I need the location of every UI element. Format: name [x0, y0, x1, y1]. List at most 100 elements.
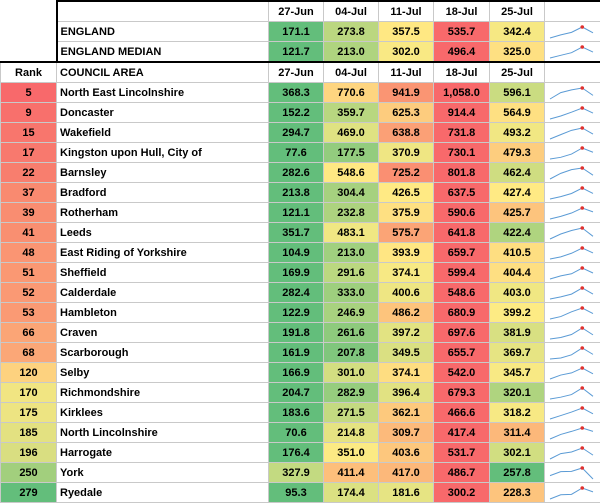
value-cell: 357.5	[379, 22, 434, 42]
value-cell: 396.4	[379, 383, 434, 403]
value-cell: 486.7	[434, 463, 490, 483]
value-cell: 659.7	[434, 243, 490, 263]
blank-cell	[1, 22, 57, 42]
value-cell: 174.4	[324, 483, 379, 503]
council-name: Harrogate	[57, 443, 269, 463]
value-cell: 282.6	[269, 163, 324, 183]
week-header: 25-Jul	[490, 1, 545, 22]
value-cell: 318.2	[490, 403, 545, 423]
council-area-header: COUNCIL AREA	[57, 62, 269, 83]
sparkline-path	[550, 168, 593, 179]
value-cell: 345.7	[490, 363, 545, 383]
sparkline-max-marker	[580, 86, 584, 90]
value-cell: 426.5	[379, 183, 434, 203]
sparkline-path	[550, 248, 593, 259]
sparkline-max-marker	[580, 406, 584, 410]
value-cell: 625.3	[379, 103, 434, 123]
value-cell: 169.9	[269, 263, 324, 283]
value-cell: 282.9	[324, 383, 379, 403]
sparkline	[545, 264, 598, 282]
value-cell: 680.9	[434, 303, 490, 323]
sparkline-path	[550, 228, 593, 239]
rank-cell: 250	[1, 463, 57, 483]
value-cell: 257.8	[490, 463, 545, 483]
rank-cell: 279	[1, 483, 57, 503]
sparkline	[545, 144, 598, 162]
value-cell: 95.3	[269, 483, 324, 503]
value-cell: 152.2	[269, 103, 324, 123]
sparkline-max-marker	[580, 486, 584, 490]
week-header: 18-Jul	[434, 1, 490, 22]
week-header: 27-Jun	[269, 62, 324, 83]
council-name: Leeds	[57, 223, 269, 243]
value-cell: 309.7	[379, 423, 434, 443]
value-cell: 403.0	[490, 283, 545, 303]
sparkline-path	[550, 128, 593, 139]
sparkline-header	[545, 1, 600, 22]
value-cell: 770.6	[324, 83, 379, 103]
sparkline-max-marker	[580, 326, 584, 330]
sparkline	[545, 364, 598, 382]
blank-cell	[1, 1, 57, 22]
sparkline-max-marker	[580, 126, 584, 130]
value-cell: 294.7	[269, 123, 324, 143]
sparkline-path	[550, 408, 593, 419]
value-cell: 166.9	[269, 363, 324, 383]
rank-cell: 5	[1, 83, 57, 103]
value-cell: 410.5	[490, 243, 545, 263]
rank-cell: 185	[1, 423, 57, 443]
value-cell: 122.9	[269, 303, 324, 323]
rank-cell: 175	[1, 403, 57, 423]
sparkline-max-marker	[580, 25, 584, 29]
value-cell: 181.6	[379, 483, 434, 503]
value-cell: 291.6	[324, 263, 379, 283]
rank-cell: 66	[1, 323, 57, 343]
sparkline-path	[550, 468, 593, 479]
value-cell: 535.7	[434, 22, 490, 42]
sparkline-cell	[545, 283, 600, 303]
value-cell: 232.8	[324, 203, 379, 223]
value-cell: 70.6	[269, 423, 324, 443]
value-cell: 400.6	[379, 283, 434, 303]
week-header: 11-Jul	[379, 62, 434, 83]
summary-name: ENGLAND MEDIAN	[57, 42, 269, 63]
sparkline-max-marker	[580, 246, 584, 250]
sparkline	[545, 184, 598, 202]
sparkline-cell	[545, 143, 600, 163]
value-cell: 191.8	[269, 323, 324, 343]
value-cell: 161.9	[269, 343, 324, 363]
value-cell: 214.8	[324, 423, 379, 443]
value-cell: 177.5	[324, 143, 379, 163]
value-cell: 548.6	[324, 163, 379, 183]
council-name: Rotherham	[57, 203, 269, 223]
value-cell: 637.5	[434, 183, 490, 203]
sparkline-max-marker	[580, 226, 584, 230]
value-cell: 261.6	[324, 323, 379, 343]
value-cell: 320.1	[490, 383, 545, 403]
value-cell: 213.8	[269, 183, 324, 203]
sparkline-max-marker	[580, 106, 584, 110]
sparkline-path	[550, 448, 593, 459]
value-cell: 213.0	[324, 42, 379, 63]
sparkline-cell	[545, 423, 600, 443]
sparkline	[545, 324, 598, 342]
value-cell: 204.7	[269, 383, 324, 403]
sparkline	[545, 444, 598, 462]
sparkline-path	[550, 108, 593, 119]
value-cell: 483.1	[324, 223, 379, 243]
sparkline-cell	[545, 323, 600, 343]
sparkline-path	[550, 288, 593, 299]
value-cell: 1,058.0	[434, 83, 490, 103]
rank-cell: 196	[1, 443, 57, 463]
sparkline-path	[550, 428, 593, 439]
